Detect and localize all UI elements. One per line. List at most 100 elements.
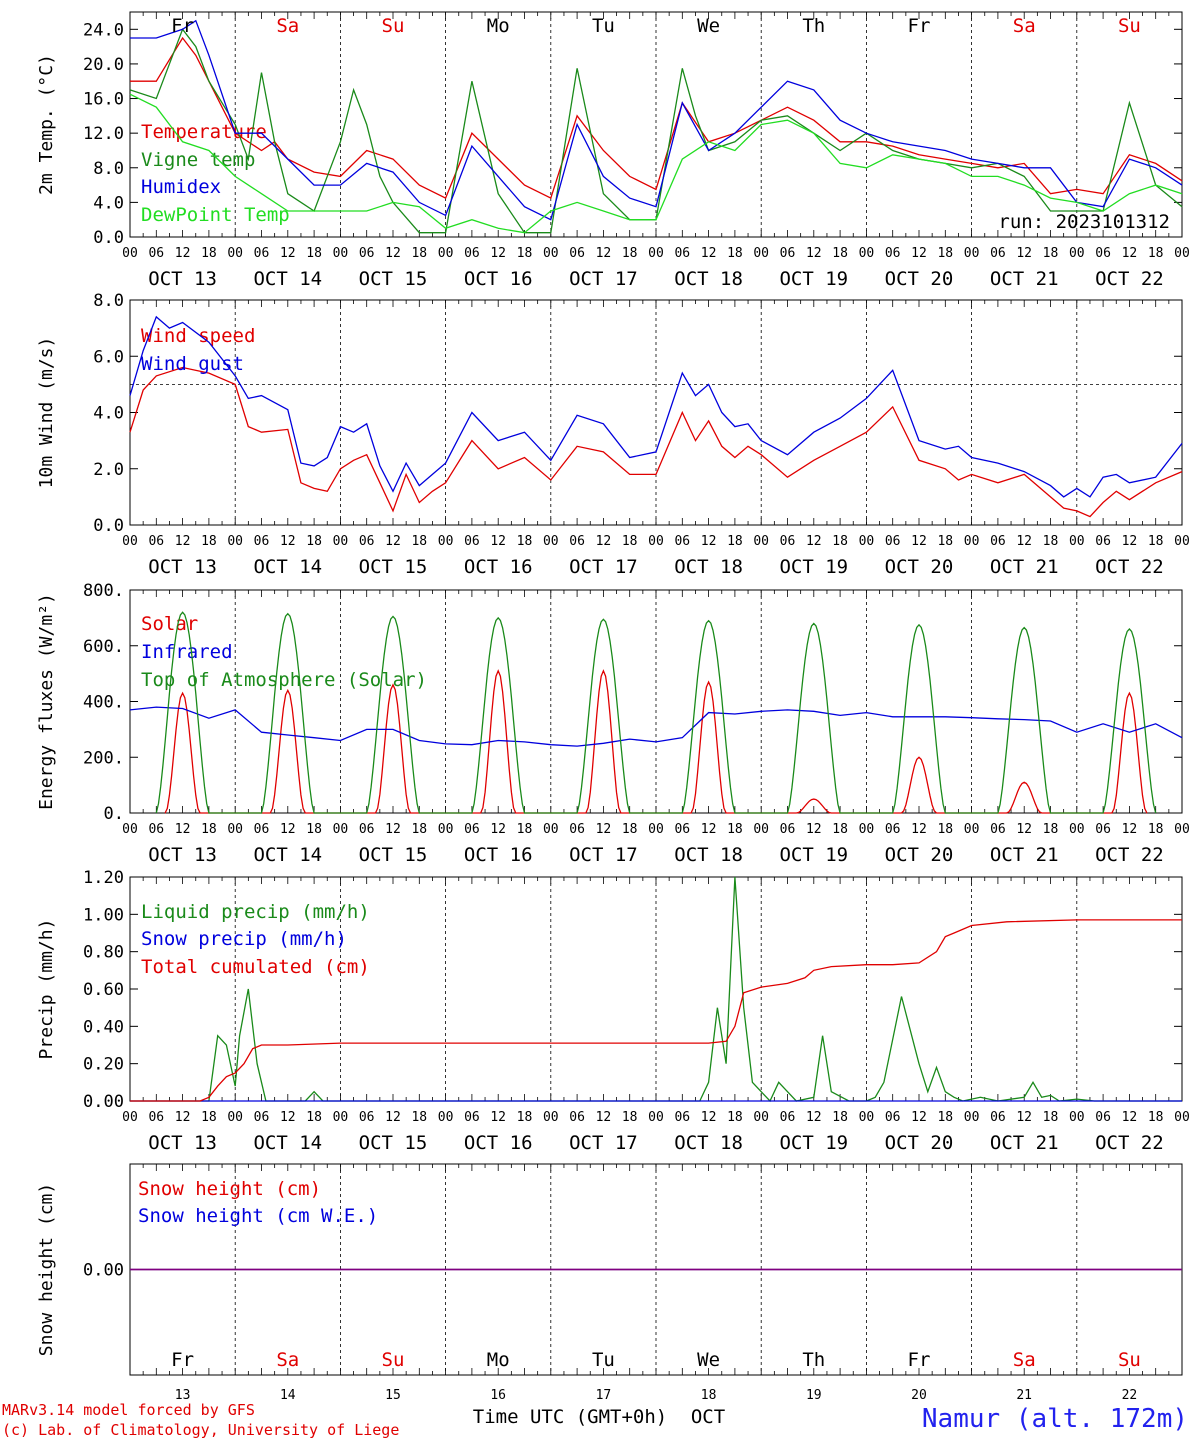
hour-tick-label: 18 [622,822,638,837]
hour-tick-label: 12 [280,534,296,549]
hour-tick-label: 06 [1095,822,1111,837]
hour-tick-label: 18 [727,246,743,261]
hour-tick-label: 12 [280,246,296,261]
hour-tick-label: 06 [674,534,690,549]
legend-entry: Infrared [141,641,233,663]
day-name-label: Tu [592,1349,615,1371]
date-label: OCT 18 [674,1132,743,1154]
date-label: OCT 22 [1095,556,1164,578]
hour-tick-label: 06 [464,246,480,261]
legend-entry: Wind speed [141,325,255,347]
y-axis-label: 10m Wind (m/s) [36,337,57,489]
date-label: OCT 13 [148,844,217,866]
hour-tick-label: 12 [911,1110,927,1125]
y-tick-label: 200. [83,748,124,768]
day-name-label: Su [1118,1349,1141,1371]
hour-tick-label: 00 [438,822,454,837]
hour-tick-label: 18 [306,822,322,837]
hour-tick-label: 06 [569,246,585,261]
hour-tick-label: 06 [780,1110,796,1125]
hour-tick-label: 12 [1016,1110,1032,1125]
hour-tick-label: 18 [832,1110,848,1125]
hour-tick-label: 12 [596,534,612,549]
legend-entry: Top of Atmosphere (Solar) [141,669,427,691]
date-label: OCT 19 [779,268,848,290]
hour-tick-label: 06 [148,1110,164,1125]
day-name-label: Mo [487,1349,510,1371]
hour-tick-label: 12 [1016,822,1032,837]
x-axis-label: Time UTC (GMT+0h) [473,1406,667,1428]
day-name-label: We [697,1349,720,1371]
day-name-label: Sa [276,1349,299,1371]
legend-entry: Temperature [141,121,267,143]
date-label: OCT 17 [569,556,638,578]
date-label: OCT 15 [359,844,428,866]
hour-tick-label: 06 [569,822,585,837]
date-label: OCT 22 [1095,1132,1164,1154]
hour-tick-label: 06 [885,822,901,837]
hour-tick-label: 06 [148,534,164,549]
date-label: OCT 16 [464,844,533,866]
date-label: OCT 14 [253,268,322,290]
legend-entry: Wind gust [141,353,244,375]
x-axis-month: OCT [691,1406,725,1428]
hour-tick-label: 00 [753,534,769,549]
hour-tick-label: 18 [622,534,638,549]
hour-tick-label: 12 [280,822,296,837]
hour-tick-label: 12 [280,1110,296,1125]
hour-tick-label: 18 [832,822,848,837]
hour-tick-label: 00 [964,1110,980,1125]
date-label: OCT 20 [885,268,954,290]
hour-tick-label: 06 [254,1110,270,1125]
hour-tick-label: 12 [490,1110,506,1125]
hour-tick-label: 12 [701,822,717,837]
date-label: OCT 18 [674,556,743,578]
date-label: OCT 22 [1095,844,1164,866]
hour-tick-label: 18 [937,822,953,837]
y-tick-label: 0.40 [83,1017,124,1037]
hour-tick-label: 18 [411,534,427,549]
y-tick-label: 8.0 [93,159,124,179]
hour-tick-label: 18 [1148,246,1164,261]
y-tick-label: 8.0 [93,291,124,311]
hour-tick-label: 00 [1069,246,1085,261]
hour-tick-label: 00 [1069,1110,1085,1125]
date-label: OCT 17 [569,844,638,866]
hour-tick-label: 12 [806,246,822,261]
legend-entry: Snow precip (mm/h) [141,928,347,950]
series-line-dewpoint-temp [129,93,1183,234]
hour-tick-label: 00 [859,246,875,261]
date-label: OCT 20 [885,556,954,578]
hour-tick-label: 12 [1122,534,1138,549]
plot-frame [129,299,1183,526]
legend-entry: Total cumulated (cm) [141,956,370,978]
credit-line-2: (c) Lab. of Climatology, University of L… [2,1421,399,1439]
y-tick-label: 0.00 [83,1092,124,1112]
day-number-label: 18 [701,1388,717,1403]
hour-tick-label: 00 [859,822,875,837]
hour-tick-label: 12 [490,534,506,549]
legend-entry: Solar [141,613,198,635]
y-tick-label: 24.0 [83,20,124,40]
hour-tick-label: 06 [148,246,164,261]
date-label: OCT 22 [1095,268,1164,290]
date-label: OCT 19 [779,844,848,866]
day-name-label: Su [1118,15,1141,37]
hour-tick-label: 00 [122,534,138,549]
day-name-label: Tu [592,15,615,37]
date-label: OCT 14 [253,844,322,866]
hour-tick-label: 18 [517,822,533,837]
date-label: OCT 13 [148,1132,217,1154]
hour-tick-label: 00 [438,1110,454,1125]
date-label: OCT 21 [990,268,1059,290]
hour-tick-label: 06 [1095,246,1111,261]
series-line-total-cumulated-cm- [130,919,1182,1102]
y-tick-label: 4.0 [93,193,124,213]
date-label: OCT 19 [779,556,848,578]
hour-tick-label: 06 [885,1110,901,1125]
hour-tick-label: 00 [1069,822,1085,837]
hour-tick-label: 00 [1069,534,1085,549]
date-label: OCT 17 [569,268,638,290]
hour-tick-label: 00 [859,534,875,549]
hour-tick-label: 18 [1043,246,1059,261]
